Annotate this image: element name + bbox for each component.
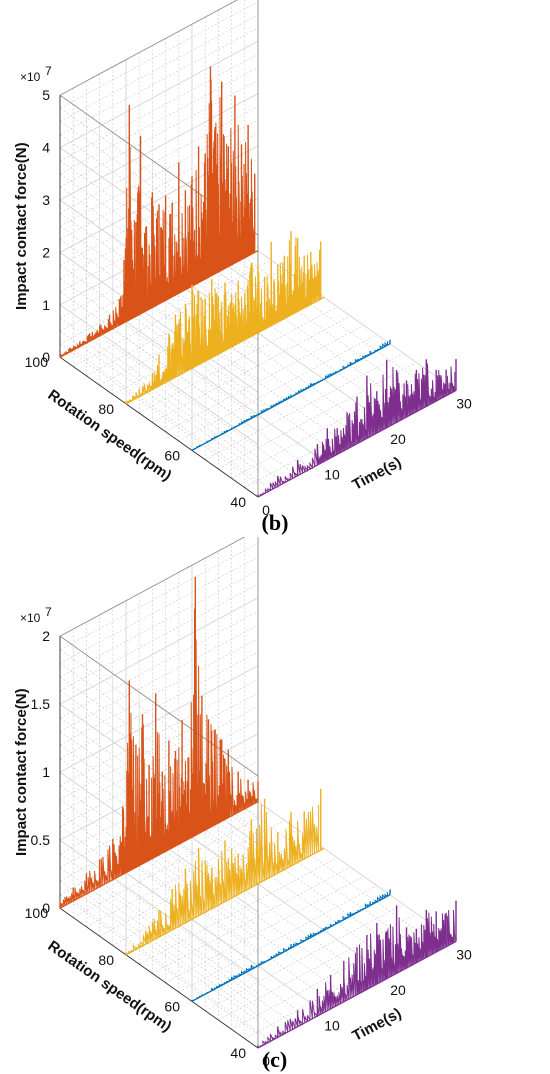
series-line-80	[125, 804, 320, 955]
series-baseline	[59, 250, 259, 358]
y-tick-label: 40	[230, 1045, 246, 1061]
x-tick-label: 30	[456, 396, 472, 412]
z-exponent-label: ×10	[20, 611, 41, 625]
y-tick-label: 100	[25, 905, 49, 921]
series-line-40	[257, 363, 456, 497]
panel-caption: (c)	[263, 1047, 287, 1072]
series-80rpm	[125, 231, 325, 405]
z-tick-label: 2	[42, 244, 50, 260]
x-tick-label: 0	[262, 1053, 270, 1069]
series-60rpm	[191, 339, 391, 451]
y-tick-label: 100	[25, 354, 49, 370]
z-tick-label: 0	[42, 349, 50, 365]
y-tick-label: 60	[164, 447, 180, 463]
z-tick-label: 2	[42, 628, 50, 644]
series-line-60	[191, 341, 388, 451]
z-exponent-label: ×10	[20, 70, 41, 84]
z-axis-label: Impact contact force(N)	[13, 688, 30, 856]
series-baseline	[191, 894, 391, 1002]
series-40rpm	[257, 359, 457, 498]
y-tick-label: 40	[230, 494, 246, 510]
z-tick-label: 0	[42, 900, 50, 916]
panel-caption: (b)	[262, 510, 289, 535]
x-axis-label: Time(s)	[349, 454, 404, 494]
z-exponent: 7	[45, 605, 52, 619]
x-tick-label: 30	[456, 947, 472, 963]
series-baseline	[191, 343, 391, 451]
x-tick-label: 0	[262, 502, 270, 518]
series-100rpm	[59, 66, 259, 358]
y-tick-label: 60	[164, 998, 180, 1014]
series-baseline	[257, 389, 457, 498]
z-tick-label: 1	[42, 297, 50, 313]
z-exponent: 7	[45, 64, 52, 78]
x-axis-label: Time(s)	[349, 1005, 404, 1045]
z-tick-label: 5	[42, 87, 50, 103]
x-tick-label: 20	[390, 431, 406, 447]
series-baseline	[257, 940, 457, 1049]
series-80rpm	[125, 788, 325, 956]
z-tick-label: 1	[42, 764, 50, 780]
series-60rpm	[191, 889, 391, 1002]
z-tick-label: 1.5	[31, 696, 51, 712]
y-tick-label: 80	[98, 952, 114, 968]
series-40rpm	[257, 900, 457, 1049]
x-tick-label: 10	[324, 1018, 340, 1034]
series-baseline	[125, 296, 325, 405]
x-tick-label: 20	[390, 982, 406, 998]
series-baseline	[125, 847, 325, 956]
z-tick-label: 0.5	[31, 832, 51, 848]
chart-panel-c: 0 0.5 1 1.5 2 40 60 80 100 0 10 20 30 ×10 7 Impact cont…	[0, 537, 550, 1074]
y-tick-label: 80	[98, 401, 114, 417]
series-100rpm	[59, 577, 259, 909]
z-tick-label: 4	[42, 140, 50, 156]
chart-panel-b: 0 1 2 3 4 5 40 60 80 100 0 10 20 30 ×10 7 Impact contact…	[13, 0, 472, 535]
series-baseline	[59, 801, 259, 909]
z-axis-label: Impact contact force(N)	[13, 142, 30, 310]
x-tick-label: 10	[324, 467, 340, 483]
z-tick-label: 3	[42, 192, 50, 208]
